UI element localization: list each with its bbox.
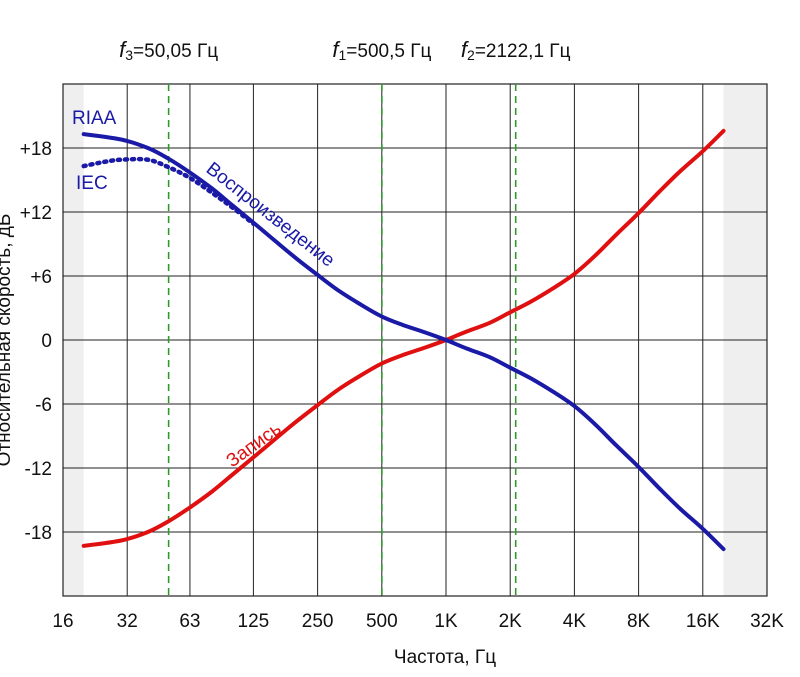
x-tick-label: 8K	[627, 611, 651, 632]
y-tick-label: +18	[20, 139, 52, 160]
x-tick-label: 32	[117, 611, 138, 632]
iec-label: IEC	[76, 173, 108, 194]
x-tick-label: 4K	[563, 611, 587, 632]
x-tick-label: 63	[179, 611, 200, 632]
plot-frame	[62, 83, 768, 597]
x-tick-label: 125	[238, 611, 270, 632]
marker-lines	[167, 84, 517, 596]
marker-label: f2=2122,1 Гц	[461, 37, 571, 63]
x-tick-label: 16	[52, 611, 73, 632]
marker-label: f3=50,05 Гц	[119, 37, 218, 63]
y-tick-label: +6	[30, 267, 52, 288]
x-tick-label: 2K	[499, 611, 523, 632]
record-curve-label: Запись	[223, 418, 286, 472]
x-axis-label: Частота, Гц	[394, 647, 496, 668]
x-tick-label: 1K	[434, 611, 458, 632]
y-tick-label: -12	[25, 459, 52, 480]
y-tick-label: -18	[25, 523, 52, 544]
x-tick-label: 250	[302, 611, 334, 632]
marker-label: f1=500,5 Гц	[332, 37, 431, 63]
x-tick-labels: 16 32 63 125 250 500 1K 2K 4K 8K 16K 32K	[52, 611, 784, 632]
x-tick-label: 32K	[750, 611, 784, 632]
series-line-2	[81, 128, 726, 548]
x-tick-label: 16K	[686, 611, 720, 632]
series-lines	[81, 128, 726, 552]
riaa-label: RIAA	[72, 108, 117, 129]
series-line-1	[81, 156, 256, 226]
x-tick-label: 500	[366, 611, 398, 632]
annotations: f3=50,05 Гц f1=500,5 Гц f2=2122,1 Гц RIAA IE…	[72, 37, 571, 472]
y-tick-label: -6	[35, 395, 52, 416]
series-line-0	[81, 132, 726, 552]
y-tick-labels: +18 +12 +6 0 -6 -12 -18	[20, 139, 52, 544]
y-tick-label: 0	[41, 331, 52, 352]
y-axis-label: Относительная скорость, дБ	[0, 214, 15, 467]
y-tick-label: +12	[20, 203, 52, 224]
